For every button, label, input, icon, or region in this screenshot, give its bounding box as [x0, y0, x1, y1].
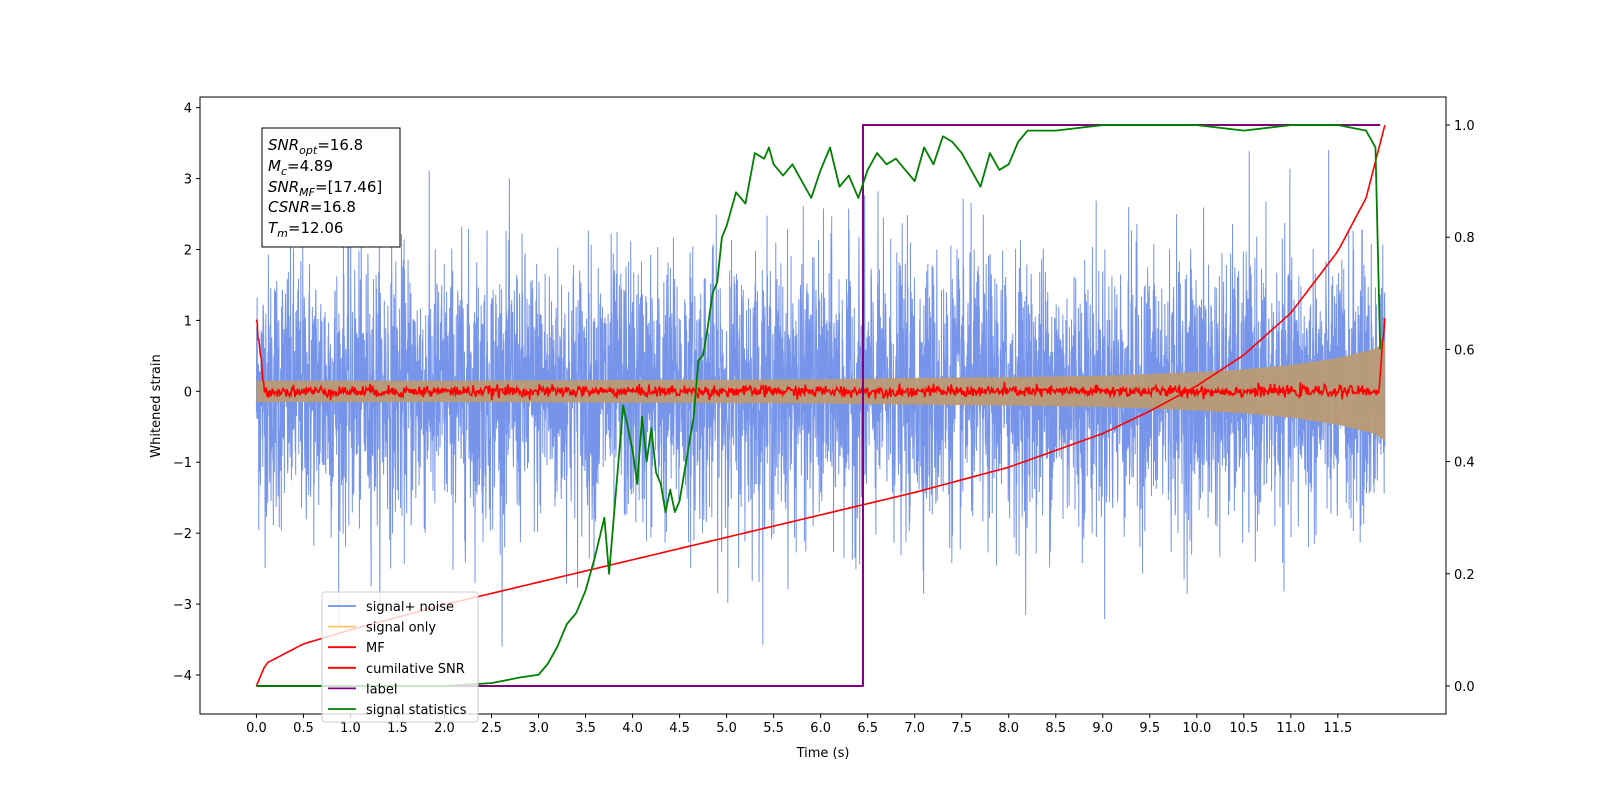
y-tick-label: 0	[184, 385, 192, 400]
x-tick-label: 7.5	[951, 721, 972, 736]
x-tick-label: 6.5	[857, 721, 878, 736]
x-tick-label: 5.5	[763, 721, 784, 736]
x-tick-label: 10.0	[1182, 721, 1211, 736]
x-axis: 0.0 0.5 1.0 1.5 2.0 2.5 3.0 3.5 4.0 4.5 5.0 5.5 6.0 6…	[246, 714, 1352, 736]
legend-label: signal+ noise	[366, 600, 454, 615]
series-signal-statistics	[256, 124, 1382, 687]
x-tick-label: 5.0	[716, 721, 737, 736]
x-tick-label: 0.5	[293, 721, 314, 736]
y-axis-left: −4 −3 −2 −1 0 1 2 3 4	[173, 102, 200, 684]
x-tick-label: 8.0	[998, 721, 1019, 736]
x-tick-label: 9.0	[1092, 721, 1113, 736]
legend-label: label	[366, 682, 397, 697]
x-tick-label: 2.5	[481, 721, 502, 736]
x-tick-label: 6.0	[810, 721, 831, 736]
y2-tick-label: 0.4	[1454, 456, 1475, 471]
y2-tick-label: 0.0	[1454, 680, 1475, 695]
annotation-csnr: CSNR=16.8	[268, 198, 356, 216]
stats-annotation-box: SNRopt=16.8 Mc=4.89 SNRMF=[17.46] CSNR=1…	[261, 127, 401, 248]
annotation-snr-opt: SNRopt=16.8	[268, 136, 363, 157]
x-tick-label: 11.5	[1323, 721, 1352, 736]
legend-frame	[321, 591, 479, 723]
y-tick-label: 4	[184, 102, 192, 117]
annotation-mc: Mc=4.89	[268, 157, 333, 178]
x-tick-label: 10.5	[1229, 721, 1258, 736]
y-axis-label: Whitened strain	[149, 354, 164, 457]
legend-label: signal statistics	[366, 703, 467, 718]
plot-frame	[199, 96, 1447, 715]
x-tick-label: 7.0	[904, 721, 925, 736]
legend: signal+ noise signal only MF cumilative SNR…	[321, 591, 479, 723]
x-tick-label: 11.0	[1276, 721, 1305, 736]
x-tick-label: 2.0	[434, 721, 455, 736]
x-tick-label: 9.5	[1139, 721, 1160, 736]
y-tick-label: −3	[173, 598, 192, 613]
annotation-tm: Tm=12.06	[268, 219, 343, 240]
legend-label: cumilative SNR	[366, 662, 465, 677]
x-tick-label: 3.0	[528, 721, 549, 736]
legend-label: signal only	[366, 621, 436, 636]
y2-tick-label: 0.8	[1454, 231, 1475, 246]
y2-tick-label: 0.2	[1454, 568, 1475, 583]
x-tick-label: 3.5	[575, 721, 596, 736]
series-mf	[255, 318, 1386, 401]
series-signal-only	[256, 341, 1385, 441]
x-tick-label: 1.0	[340, 721, 361, 736]
y-tick-label: 3	[184, 173, 192, 188]
x-tick-label: 4.5	[669, 721, 690, 736]
y-tick-label: −1	[173, 456, 192, 471]
series-signal-plus-noise	[255, 149, 1386, 647]
y-tick-label: 1	[184, 314, 192, 329]
y-tick-label: −2	[173, 527, 192, 542]
y-tick-label: 2	[184, 243, 192, 258]
y-axis-right: 0.0 0.2 0.4 0.6 0.8 1.0	[1446, 119, 1475, 695]
x-tick-label: 8.5	[1045, 721, 1066, 736]
x-tick-label: 1.5	[387, 721, 408, 736]
annotation-snr-mf: SNRMF=[17.46]	[268, 178, 382, 199]
x-tick-label: 0.0	[246, 721, 267, 736]
y-tick-label: −4	[173, 669, 192, 684]
x-axis-label: Time (s)	[796, 746, 850, 761]
y2-tick-label: 1.0	[1454, 119, 1475, 134]
legend-label: MF	[366, 641, 385, 656]
x-tick-label: 4.0	[622, 721, 643, 736]
y2-tick-label: 0.6	[1454, 343, 1475, 358]
